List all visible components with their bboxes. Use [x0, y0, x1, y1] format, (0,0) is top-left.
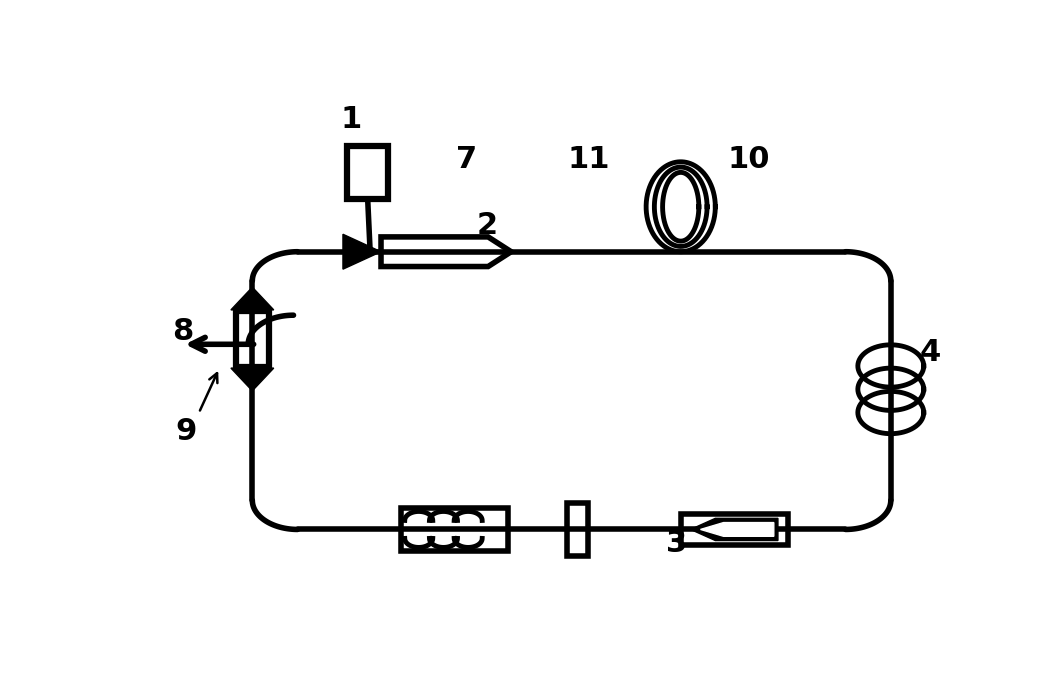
Polygon shape [701, 523, 774, 537]
Text: 9: 9 [175, 417, 197, 446]
Text: 8: 8 [172, 317, 192, 346]
Polygon shape [343, 234, 381, 269]
Polygon shape [691, 518, 778, 541]
Text: 2: 2 [476, 211, 497, 240]
Bar [567, 503, 589, 556]
Text: 11: 11 [568, 145, 610, 174]
Text: 10: 10 [728, 145, 771, 174]
Bar [236, 311, 269, 366]
Text: 4: 4 [919, 338, 941, 367]
Bar [347, 146, 388, 199]
Polygon shape [231, 368, 274, 391]
Bar [680, 514, 788, 545]
Polygon shape [231, 287, 274, 310]
Text: 7: 7 [456, 145, 477, 174]
Text: 1: 1 [340, 105, 361, 134]
Text: 3: 3 [667, 529, 687, 559]
Bar [401, 508, 508, 550]
